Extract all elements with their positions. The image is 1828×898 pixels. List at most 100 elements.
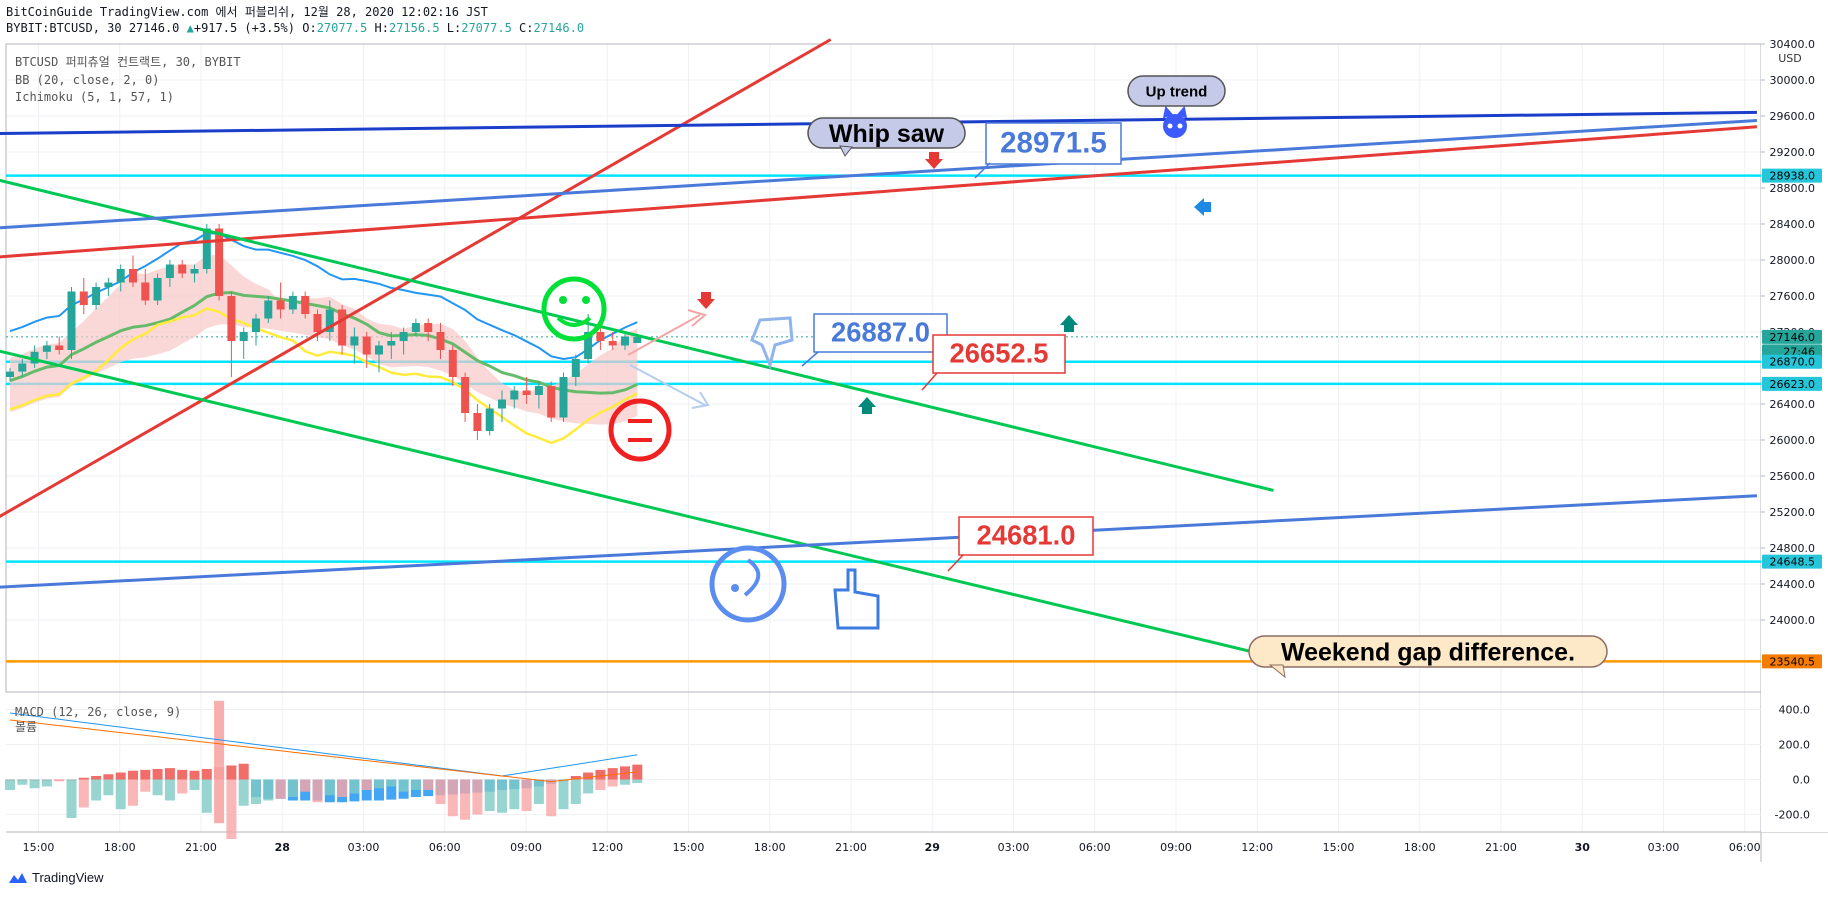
high-value: 27156.5 <box>388 21 440 35</box>
macd-histogram-bar <box>226 765 237 780</box>
volume-bar <box>177 779 188 794</box>
volume-bar <box>238 779 249 806</box>
volume-bar <box>374 779 384 789</box>
volume-bar <box>300 779 311 792</box>
candle <box>448 350 457 377</box>
volume-bar <box>349 779 360 794</box>
candle <box>436 332 445 350</box>
change-value: +917.5 (+3.5%) <box>193 21 296 35</box>
volume-bar <box>251 779 261 804</box>
volume-bar <box>201 779 212 813</box>
close-value: 27146.0 <box>533 21 585 35</box>
time-tick-label: 09:00 <box>510 841 542 854</box>
macd-tick-label: 400.0 <box>1779 704 1811 717</box>
happy-face-icon <box>559 296 567 304</box>
label-26887-text: 26887.0 <box>831 316 930 347</box>
label-26652: 26652.5 <box>932 334 1066 374</box>
candle <box>498 399 506 409</box>
time-tick-label: 21:00 <box>835 841 867 854</box>
trend-line <box>0 38 832 518</box>
time-axis[interactable]: 15:00 18:00 21:00 28 03:00 06:00 09:00 12:00 15:… <box>23 841 1761 854</box>
price-tick-label: 24800.0 <box>1770 542 1816 555</box>
candles <box>6 224 642 440</box>
down-arrow-icon <box>925 152 943 169</box>
price-tick-label: 30400.0 <box>1770 38 1816 51</box>
label-26887: 26887.0 <box>813 313 948 353</box>
volume-bar <box>337 779 348 797</box>
candle <box>362 336 371 355</box>
macd-histogram-bar <box>177 769 188 780</box>
candle <box>387 341 396 346</box>
volume-bar <box>263 779 274 801</box>
macd-histogram-bar <box>374 779 384 801</box>
candle <box>510 390 519 400</box>
price-axis[interactable]: 30400.0 30000.0 29600.0 29200.0 28800.0 28400… <box>1761 38 1828 832</box>
volume-bar <box>583 779 594 794</box>
label-26652-tail <box>921 372 938 391</box>
high-label: H: <box>374 21 389 35</box>
bb-upper-line <box>9 231 638 361</box>
volume-bar <box>533 779 544 804</box>
volume-bar <box>29 779 40 789</box>
happy-face-icon <box>582 296 590 304</box>
ichimoku-cloud <box>10 254 638 425</box>
whip-saw-callout-bubble <box>807 117 966 149</box>
macd-histogram-bar <box>595 769 606 780</box>
candle <box>350 336 359 346</box>
price-tick-label: 25200.0 <box>1770 506 1816 519</box>
price-badge-label: 28938.0 <box>1770 170 1816 183</box>
candle <box>338 309 347 346</box>
volume-bar <box>5 779 15 790</box>
volume-bar <box>275 779 286 799</box>
legend-macd: MACD (12, 26, close, 9) <box>15 705 181 719</box>
macd-pane <box>5 700 1761 839</box>
candle <box>584 332 593 359</box>
currency-label: USD <box>1778 52 1802 65</box>
candle <box>375 345 383 355</box>
decorations <box>541 105 1211 630</box>
volume-bar <box>312 779 323 803</box>
volume-bar <box>509 779 520 810</box>
trend-line <box>0 494 1758 589</box>
time-tick-label: 06:00 <box>429 841 461 854</box>
bb-basis-line <box>9 290 638 395</box>
volume-bar <box>140 779 151 792</box>
label-26652-text: 26652.5 <box>950 337 1049 368</box>
macd-histogram-bar <box>607 768 618 780</box>
volume-bar <box>447 779 458 817</box>
macd-histogram-bar <box>152 769 163 780</box>
candle <box>227 296 236 341</box>
macd-histogram-bar <box>164 768 175 780</box>
volume-bar <box>595 779 606 790</box>
candle <box>301 296 310 314</box>
time-tick-label: 18:00 <box>104 841 136 854</box>
candle <box>190 269 199 274</box>
annotations[interactable]: Whip saw Up trend 28971.5 26887.0 26652.5 246… <box>801 75 1608 679</box>
weekend-gap-callout: Weekend gap difference. <box>1248 635 1608 668</box>
price-tick-label: 29200.0 <box>1770 146 1816 159</box>
macd-tick-label: -200.0 <box>1775 809 1810 822</box>
horizontal-levels <box>6 174 1761 663</box>
price-badge <box>1762 654 1822 669</box>
volume-bar <box>570 779 581 804</box>
time-tick-label: 18:00 <box>754 841 786 854</box>
volume-bar <box>460 779 471 820</box>
volume-bar <box>78 779 89 808</box>
tradingview-logo[interactable]: TradingView <box>8 870 104 885</box>
volume-bar <box>54 779 65 782</box>
macd-histogram-bar <box>189 770 200 780</box>
candle <box>411 323 420 332</box>
macd-histogram-bar <box>128 770 138 780</box>
trend-line <box>0 119 1758 230</box>
whip-saw-callout-text: Whip saw <box>829 120 945 148</box>
up-triangle-icon: ▲ <box>186 21 194 35</box>
time-tick-label: 15:00 <box>673 841 705 854</box>
candle <box>55 345 64 350</box>
time-tick-label: 03:00 <box>998 841 1030 854</box>
candle <box>153 278 162 301</box>
confused-face-icon <box>731 584 739 592</box>
candle <box>239 332 248 341</box>
time-tick-label: 12:00 <box>591 841 623 854</box>
trend-line <box>0 125 1758 259</box>
